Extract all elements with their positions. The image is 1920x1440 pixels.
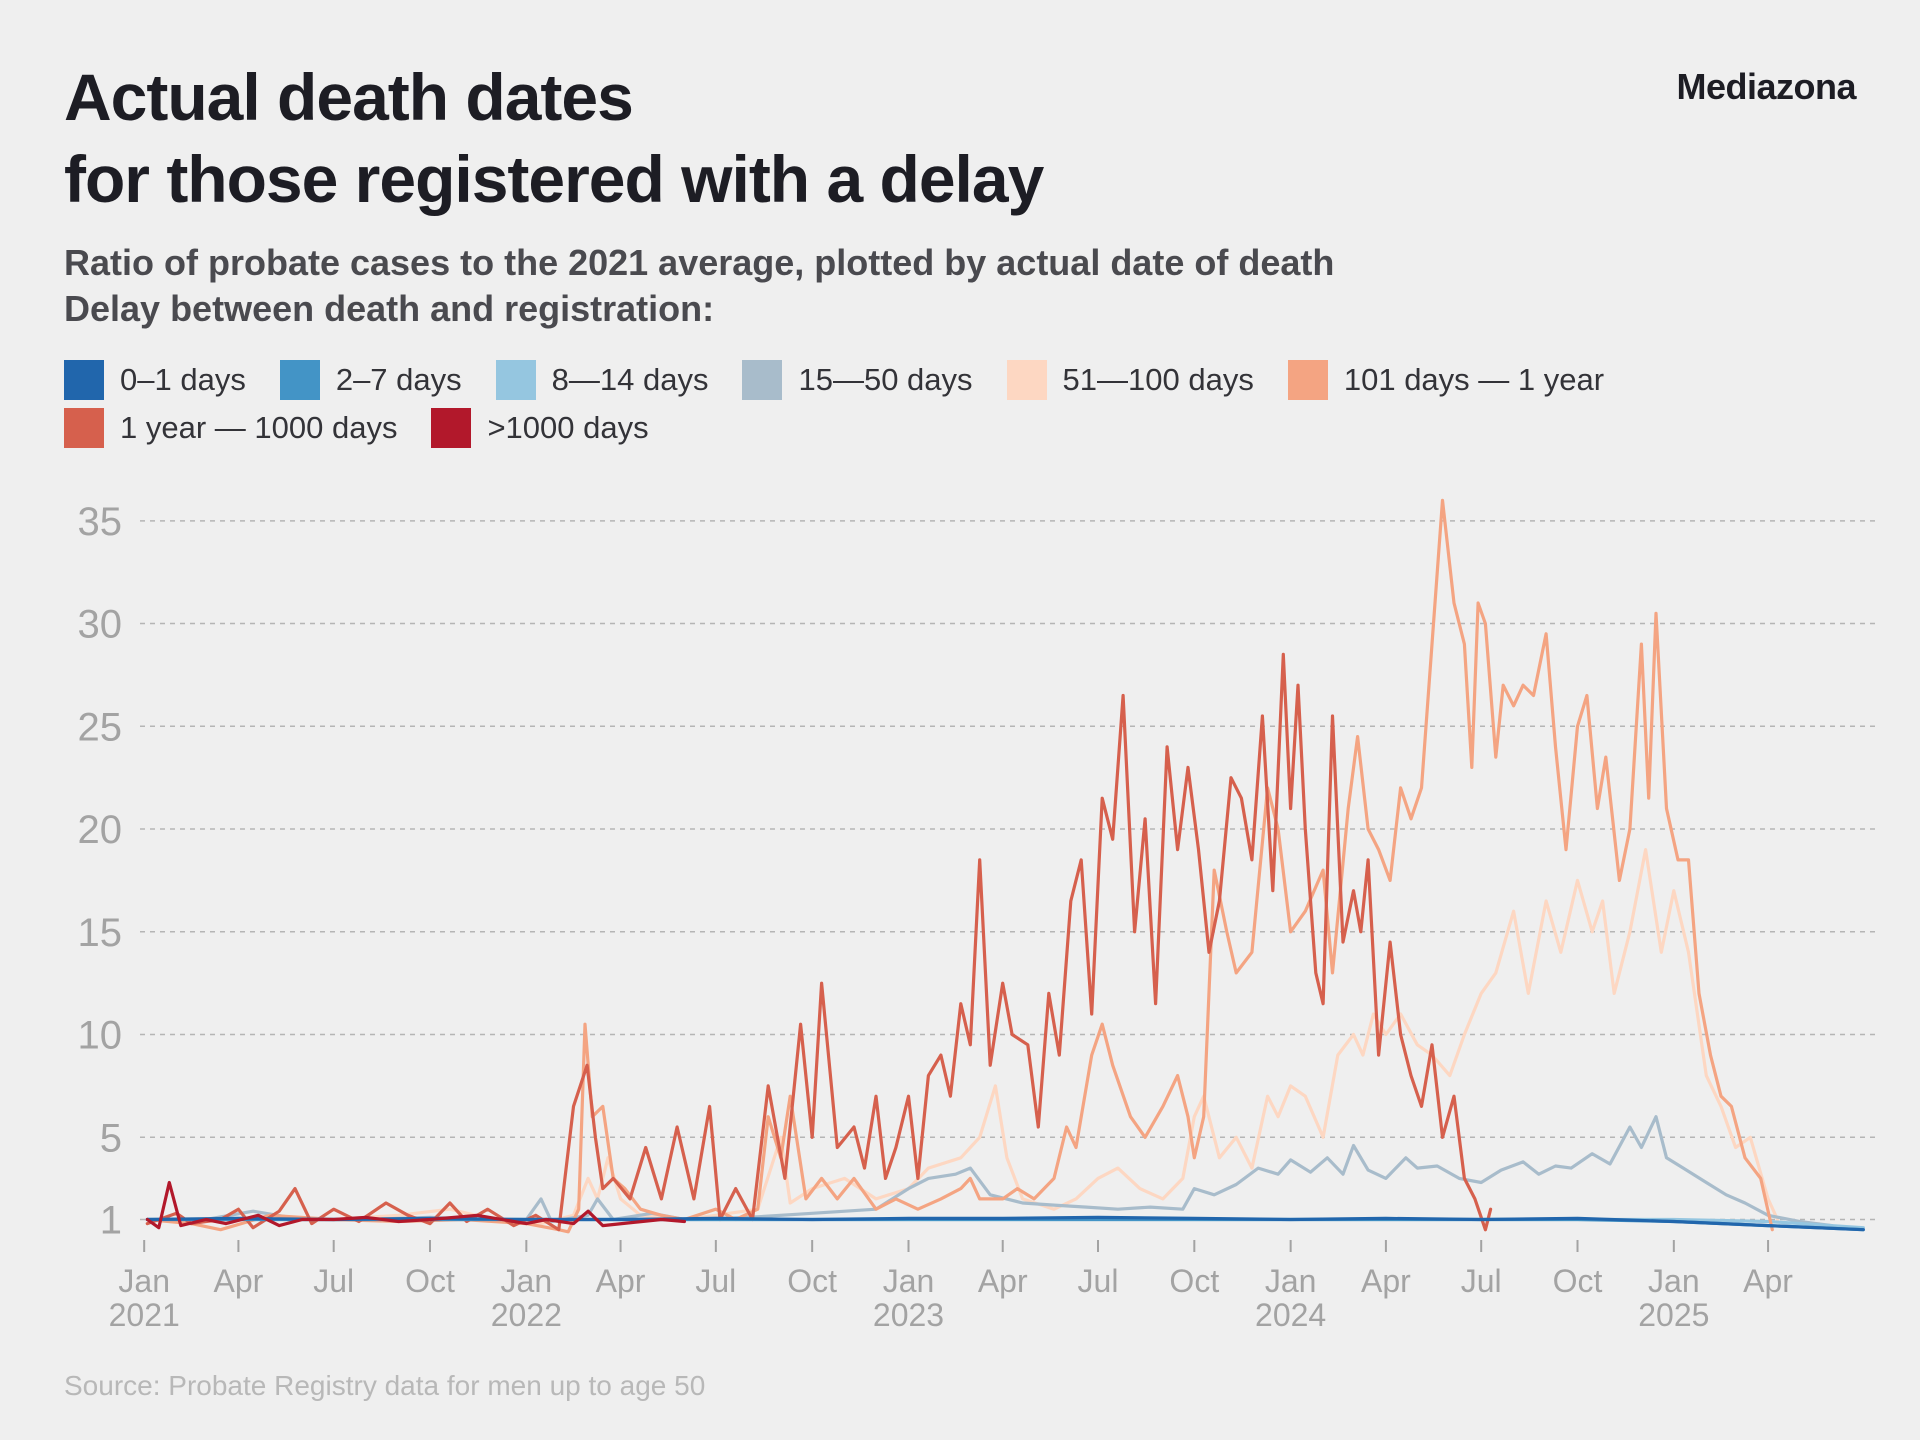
legend-swatch (64, 360, 104, 400)
y-tick-label: 10 (78, 1014, 123, 1058)
x-tick-label: Jan (1648, 1263, 1700, 1299)
legend-item: 2–7 days (279, 360, 462, 400)
title-line-1: Actual death dates (64, 60, 634, 134)
y-tick-label: 5 (100, 1116, 122, 1160)
x-year-label: 2023 (873, 1297, 944, 1333)
x-tick-label: Apr (596, 1263, 646, 1299)
legend-label: 1 year — 1000 days (120, 410, 398, 445)
chart-title: Actual death dates for those registered … (64, 56, 1044, 220)
legend-swatch (495, 360, 536, 400)
x-tick-label: Oct (787, 1263, 837, 1299)
series-line (145, 848, 1780, 1226)
legend-swatch (1287, 360, 1328, 400)
legend-swatch (431, 408, 472, 448)
legend-item: 51—100 days (1006, 360, 1254, 400)
x-tick-label: Apr (214, 1263, 264, 1299)
series-line (145, 498, 1774, 1234)
legend-label: 2–7 days (335, 362, 462, 397)
legend-item: 15—50 days (742, 360, 973, 400)
legend-row-1: 0–1 days 2–7 days 8—14 days 15—50 days 5… (64, 356, 1864, 404)
x-tick-label: Oct (405, 1263, 455, 1299)
x-tick-label: Jul (1461, 1263, 1502, 1299)
legend-item: 1 year — 1000 days (64, 408, 397, 448)
legend-label: >1000 days (487, 410, 649, 445)
y-tick-label: 30 (78, 603, 123, 647)
legend-item: 0–1 days (64, 360, 246, 400)
x-tick-label: Jan (1265, 1263, 1317, 1299)
x-tick-label: Jan (118, 1263, 170, 1299)
y-tick-label: 25 (78, 705, 123, 749)
series-line (145, 652, 1493, 1232)
y-tick-label: 20 (78, 808, 123, 852)
legend: 0–1 days 2–7 days 8—14 days 15—50 days 5… (64, 356, 1864, 452)
x-tick-label: Apr (978, 1263, 1028, 1299)
x-tick-label: Apr (1743, 1263, 1793, 1299)
legend-item: 101 days — 1 year (1287, 360, 1605, 400)
x-tick-label: Apr (1361, 1263, 1411, 1299)
legend-title: Delay between death and registration: (64, 288, 715, 329)
x-tick-label: Jan (883, 1263, 935, 1299)
subtitle-block: Ratio of probate cases to the 2021 avera… (64, 240, 1334, 332)
x-tick-label: Jul (695, 1263, 736, 1299)
x-year-label: 2021 (109, 1297, 180, 1333)
legend-label: 101 days — 1 year (1343, 362, 1605, 397)
brand-logo: Mediazona (1676, 66, 1856, 107)
x-tick-label: Jan (501, 1263, 553, 1299)
y-tick-label: 15 (78, 911, 123, 955)
x-year-label: 2025 (1638, 1297, 1709, 1333)
y-tick-label: 35 (78, 500, 123, 544)
legend-swatch (279, 360, 320, 400)
series-line (145, 1215, 1865, 1232)
legend-label: 0–1 days (120, 362, 246, 397)
chart-subtitle: Ratio of probate cases to the 2021 avera… (64, 242, 1335, 283)
series-line (145, 1180, 687, 1230)
legend-swatch (742, 360, 783, 400)
x-tick-label: Jul (1078, 1263, 1119, 1299)
series-line (145, 1115, 1834, 1228)
x-year-label: 2024 (1255, 1297, 1326, 1333)
title-line-2: for those registered with a delay (64, 142, 1044, 216)
legend-label: 51—100 days (1062, 362, 1254, 397)
legend-row-2: 1 year — 1000 days >1000 days (64, 404, 1864, 452)
legend-swatch (64, 408, 104, 448)
x-tick-label: Jul (313, 1263, 354, 1299)
x-tick-label: Oct (1553, 1263, 1603, 1299)
y-tick-label: 1 (100, 1198, 122, 1242)
legend-label: 15—50 days (798, 362, 973, 397)
x-year-label: 2022 (491, 1297, 562, 1333)
legend-item: 8—14 days (495, 360, 709, 400)
legend-label: 8—14 days (551, 362, 709, 397)
source-note: Source: Probate Registry data for men up… (64, 1370, 706, 1401)
x-tick-label: Oct (1169, 1263, 1219, 1299)
legend-swatch (1006, 360, 1047, 400)
legend-item: >1000 days (431, 408, 649, 448)
